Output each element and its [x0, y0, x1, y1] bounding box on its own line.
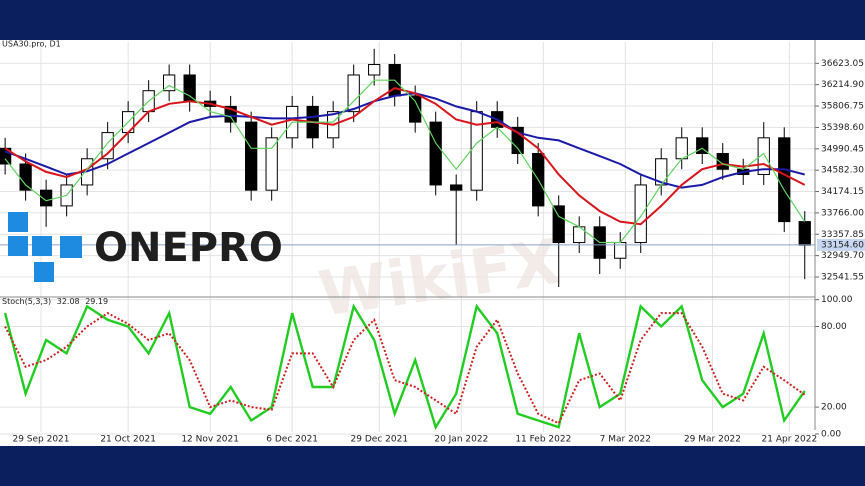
candle-body	[429, 121, 442, 186]
candle-body	[245, 121, 258, 191]
x-tick-label: 12 Nov 2021	[181, 435, 239, 445]
candle-body	[39, 189, 53, 207]
candle-body	[798, 221, 811, 246]
grid-layer	[0, 42, 815, 435]
indicator-name: Stoch(5,3,3)	[2, 297, 51, 306]
stochastic-line	[3, 303, 806, 431]
y-tick-label: 34582.30	[821, 166, 864, 176]
x-tick-label: 29 Mar 2022	[684, 435, 741, 445]
indicator-k-value: 32.08	[57, 297, 80, 306]
logo-square	[60, 236, 82, 258]
moving-average-line	[4, 92, 805, 189]
candle-body	[224, 105, 237, 123]
y-tick-label: 80.00	[821, 322, 847, 332]
candle-body	[634, 184, 647, 244]
candle-body	[757, 137, 770, 175]
x-tick-label: 21 Apr 2022	[762, 435, 818, 445]
y-tick-label: 100.00	[821, 295, 853, 305]
y-tick-label: 34990.45	[821, 144, 864, 154]
y-tick-label: 35806.75	[821, 102, 864, 112]
candle-body	[778, 137, 791, 223]
marks-layer: 29 Sep 2021 21 Oct 2021 12 Nov 2021 6 Dec 2…	[0, 48, 865, 445]
candle-body	[696, 137, 709, 155]
logo-square	[8, 236, 28, 256]
stochastic-line	[4, 311, 806, 425]
candle-body	[19, 163, 32, 191]
y-tick-label: 32949.70	[821, 251, 864, 261]
x-tick-label: 7 Mar 2022	[600, 435, 651, 445]
chart-title: USA30.pro, D1	[2, 40, 61, 49]
x-tick-label: 11 Feb 2022	[515, 435, 571, 445]
logo-text: ONEPRO	[94, 225, 283, 271]
candle-body	[511, 126, 524, 155]
y-tick-label: 32541.55	[821, 273, 864, 283]
y-tick-label: 36214.90	[821, 80, 864, 90]
candle-body	[163, 74, 176, 92]
candle-body	[552, 205, 565, 244]
candle-body	[368, 64, 381, 76]
last-price-label: 33154.60	[821, 240, 864, 250]
candle-body	[265, 137, 278, 191]
logo: ONEPRO	[8, 212, 283, 282]
logo-square	[32, 236, 52, 256]
y-tick-label: 36623.05	[821, 59, 864, 69]
y-tick-label: 33357.85	[821, 230, 864, 240]
y-tick-label: 0.00	[821, 429, 841, 439]
candle-body	[101, 132, 114, 160]
candle-body	[183, 74, 196, 102]
candle-body	[347, 74, 360, 113]
last-price-box	[817, 238, 865, 251]
x-tick-label: 29 Sep 2021	[12, 435, 69, 445]
candle-body	[450, 184, 463, 191]
y-tick-label: 20.00	[821, 403, 847, 413]
candle-body	[675, 137, 688, 160]
candle-body	[409, 95, 422, 123]
x-tick-label: 20 Jan 2022	[434, 435, 488, 445]
moving-average-line	[4, 79, 806, 244]
indicator-d-value: 29.19	[85, 297, 108, 306]
logo-square	[34, 262, 54, 282]
indicator-title: Stoch(5,3,3) 32.08 29.19	[2, 297, 108, 306]
y-tick-label: 34174.15	[821, 187, 864, 197]
x-tick-label: 6 Dec 2021	[266, 435, 318, 445]
x-tick-label: 29 Dec 2021	[351, 435, 409, 445]
y-tick-label: 35398.60	[821, 123, 864, 133]
logo-square	[8, 212, 28, 232]
y-tick-label: 33766.00	[821, 208, 864, 218]
candle-body	[716, 153, 729, 170]
x-tick-label: 21 Oct 2021	[100, 435, 156, 445]
